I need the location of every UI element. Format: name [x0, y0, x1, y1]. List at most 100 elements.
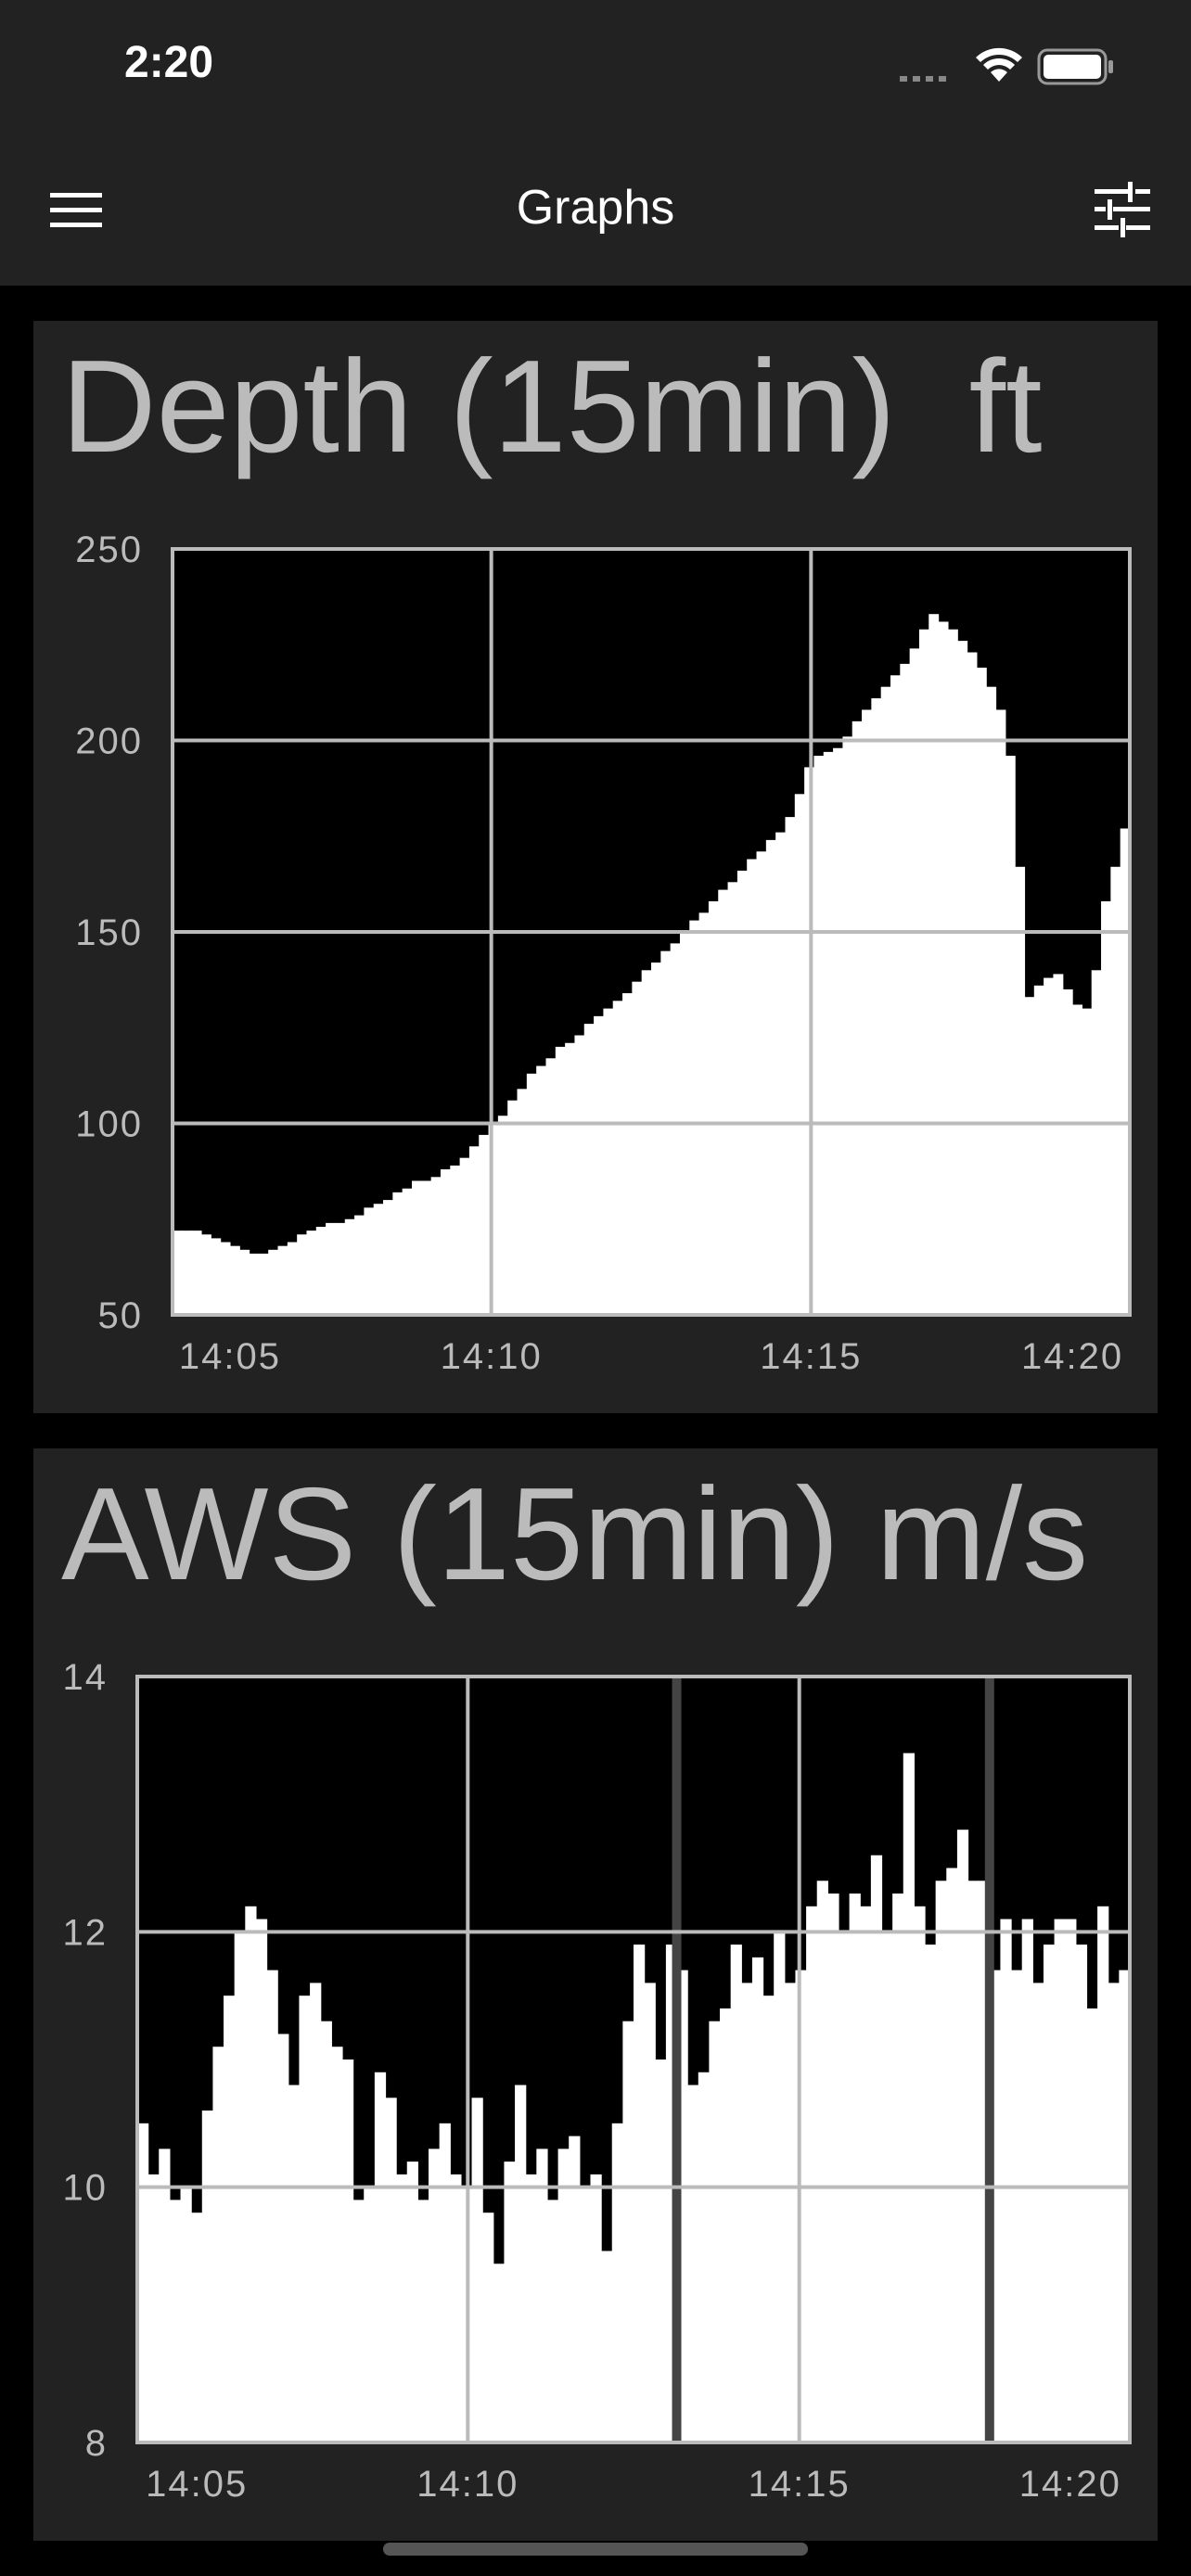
data-bar	[1110, 866, 1121, 1315]
data-bar	[775, 832, 787, 1315]
data-bar	[536, 2149, 548, 2442]
hamburger-menu-icon[interactable]	[50, 191, 102, 228]
data-bar	[1000, 1919, 1012, 2442]
data-bar	[1015, 866, 1026, 1315]
data-bar	[736, 870, 748, 1315]
data-bar	[297, 1234, 308, 1315]
sliders-icon[interactable]	[1095, 182, 1150, 237]
data-bar	[1072, 1004, 1082, 1315]
data-bar	[583, 1024, 595, 1315]
x-tick-label: 14:15	[760, 1336, 862, 1377]
data-bar	[1054, 1919, 1066, 2442]
data-bar	[277, 2034, 289, 2442]
data-bar	[1065, 1919, 1077, 2442]
y-tick-label: 250	[75, 529, 143, 570]
battery-icon	[1037, 48, 1113, 85]
data-bar	[1005, 756, 1016, 1315]
data-bar	[1021, 1919, 1033, 2442]
data-bar	[852, 721, 863, 1315]
data-bar	[515, 2085, 527, 2442]
data-bar	[331, 2047, 343, 2442]
data-bar	[212, 2047, 224, 2442]
data-bar	[341, 2060, 354, 2442]
data-bar	[1075, 1945, 1088, 2442]
data-bar	[239, 1249, 250, 1315]
data-bar	[147, 2174, 160, 2442]
data-bar	[266, 1970, 278, 2442]
y-tick-label: 8	[85, 2423, 108, 2464]
data-bar	[1044, 977, 1055, 1315]
data-bar	[229, 1245, 240, 1315]
y-tick-label: 12	[63, 1912, 109, 1953]
data-bar	[450, 1165, 461, 1315]
data-bar	[536, 1065, 547, 1315]
data-bar	[862, 709, 872, 1315]
y-tick-label: 14	[63, 1657, 109, 1698]
data-bar	[545, 1058, 557, 1315]
data-bar	[1053, 974, 1064, 1315]
data-bar	[374, 2072, 387, 2442]
data-bar	[687, 2085, 699, 2442]
data-bar	[709, 2021, 721, 2442]
data-bar	[306, 1231, 317, 1315]
x-tick-label: 14:05	[146, 2464, 248, 2505]
data-bar	[173, 1231, 183, 1315]
data-bar	[730, 1945, 742, 2442]
depth-chart-card: Depth (15min) ft 250 200 150 100 50 14:05 14:1…	[33, 321, 1158, 1413]
data-bar	[352, 2200, 365, 2442]
data-bar	[450, 2174, 462, 2442]
data-bar	[976, 668, 987, 1315]
data-bar	[784, 1983, 797, 2442]
x-tick-label: 14:10	[441, 1336, 543, 1377]
data-bar	[849, 1894, 861, 2442]
data-bar	[762, 1996, 775, 2442]
data-bar	[517, 1089, 528, 1315]
chart-title-text: AWS (15min)	[61, 1460, 839, 1608]
data-bar	[612, 1001, 623, 1315]
chart-title: Depth (15min) ft	[61, 328, 1130, 486]
data-bar	[1108, 1983, 1120, 2442]
data-bar	[632, 981, 643, 1315]
data-bar	[670, 943, 681, 1315]
x-tick-label: 14:15	[749, 2464, 851, 2505]
y-tick-label: 50	[98, 1295, 144, 1336]
data-bar	[813, 756, 825, 1315]
data-bar	[255, 1919, 268, 2442]
data-bar	[392, 1192, 403, 1315]
data-bar	[806, 1906, 818, 2442]
wifi-icon	[976, 47, 1022, 82]
data-gap-marker	[984, 1677, 994, 2442]
data-bar	[565, 1042, 576, 1315]
data-bar	[871, 698, 882, 1315]
data-bar	[903, 1753, 915, 2442]
chart-title-text: Depth (15min)	[61, 333, 896, 480]
data-bar	[1101, 900, 1111, 1315]
chart-unit: ft	[968, 333, 1043, 480]
data-bar	[504, 2162, 516, 2442]
data-bar	[956, 1830, 969, 2442]
data-bar	[660, 950, 672, 1315]
data-bar	[590, 2174, 602, 2442]
data-bar	[870, 1855, 883, 2442]
data-bar	[995, 709, 1006, 1315]
data-bar	[579, 2187, 592, 2442]
data-bar	[383, 1200, 393, 1315]
data-bar	[507, 1100, 519, 1315]
data-bar	[765, 839, 776, 1315]
data-bar	[224, 1996, 236, 2442]
data-bar	[842, 736, 853, 1315]
data-bar	[546, 2200, 559, 2442]
data-bar	[967, 652, 978, 1315]
data-bar	[439, 2123, 451, 2442]
data-bar	[310, 1983, 322, 2442]
data-bar	[986, 686, 997, 1315]
data-bar	[890, 675, 901, 1315]
data-bar	[471, 2098, 483, 2442]
data-bar	[1120, 828, 1131, 1315]
data-bar	[344, 1218, 355, 1315]
y-tick-label: 10	[63, 2168, 109, 2209]
data-bar	[708, 900, 719, 1315]
data-bar	[925, 1945, 937, 2442]
data-bar	[860, 1906, 872, 2442]
data-bar	[211, 1238, 222, 1315]
